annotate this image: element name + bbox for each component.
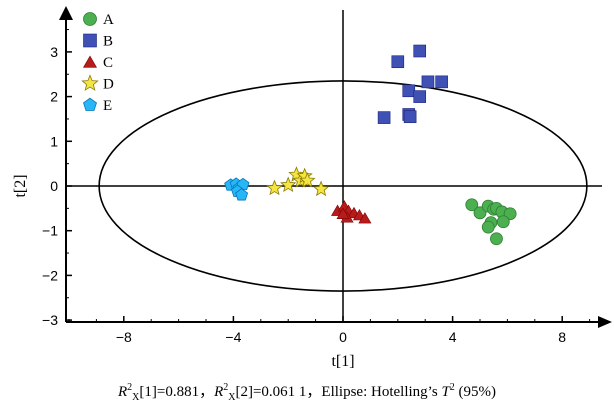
hotelling-ellipse	[98, 80, 588, 292]
legend-label-c: C	[103, 55, 113, 71]
point-b	[402, 84, 416, 98]
y-tick-label: 1	[50, 133, 58, 149]
point-d	[266, 179, 283, 196]
point-b	[421, 75, 435, 89]
legend-label-b: B	[103, 34, 113, 50]
y-tick-label: −1	[42, 223, 58, 239]
figure-caption: R2X[1]=0.881，R2X[2]=0.061 1，Ellipse: Hot…	[0, 380, 614, 403]
x-tick-label: 0	[339, 329, 347, 345]
legend-label-d: D	[103, 77, 114, 93]
y-axis-arrow	[59, 6, 73, 20]
t-symbol: T	[441, 384, 450, 400]
y-tick-label: −2	[42, 267, 58, 283]
legend-marker-c	[83, 55, 97, 68]
legend-marker-b	[83, 33, 97, 48]
point-a	[465, 198, 479, 212]
caption-tail: (95%)	[454, 384, 497, 400]
r2-sub-1: X	[132, 392, 140, 403]
point-b	[377, 111, 391, 124]
legend-marker-a	[83, 12, 97, 26]
legend-label-e: E	[103, 98, 112, 114]
y-tick-label: 0	[50, 178, 58, 194]
point-d	[280, 176, 297, 193]
point-d	[312, 180, 330, 197]
legend-marker-e	[83, 97, 97, 111]
x-axis-label: t[1]	[331, 353, 354, 370]
point-a	[473, 206, 487, 220]
x-tick-label: 8	[558, 329, 566, 345]
point-c	[336, 207, 350, 219]
legend-label-a: A	[103, 12, 114, 28]
point-b	[391, 55, 405, 69]
y-tick-label: −3	[42, 312, 58, 328]
y-tick-label: 2	[50, 89, 58, 105]
point-a	[496, 215, 510, 229]
r2x2-value: [2]=0.061 1，Ellipse: Hotelling’s	[235, 384, 442, 400]
r2-symbol-1: R	[117, 384, 128, 400]
r2-sup-2: 2	[223, 382, 229, 393]
y-axis-label: t[2]	[12, 174, 29, 197]
r2x1-value: [1]=0.881，	[139, 384, 215, 400]
point-b	[413, 90, 427, 103]
point-d	[299, 172, 316, 188]
y-tick-label: 3	[50, 44, 58, 60]
r2-sup-1: 2	[127, 382, 133, 393]
point-a	[490, 232, 503, 246]
legend-marker-d	[81, 74, 99, 91]
r2-sub-2: X	[228, 392, 236, 403]
x-tick-label: −8	[116, 329, 132, 345]
point-b	[435, 75, 448, 89]
x-tick-label: −4	[225, 329, 241, 345]
point-e	[235, 188, 249, 201]
r2-symbol-2: R	[214, 384, 224, 400]
t-sup: 2	[449, 382, 455, 393]
point-b	[403, 110, 417, 124]
point-a	[481, 220, 495, 234]
x-axis-arrow	[598, 316, 612, 328]
point-c	[358, 212, 372, 224]
x-tick-label: 4	[449, 329, 457, 345]
point-b	[413, 44, 427, 58]
